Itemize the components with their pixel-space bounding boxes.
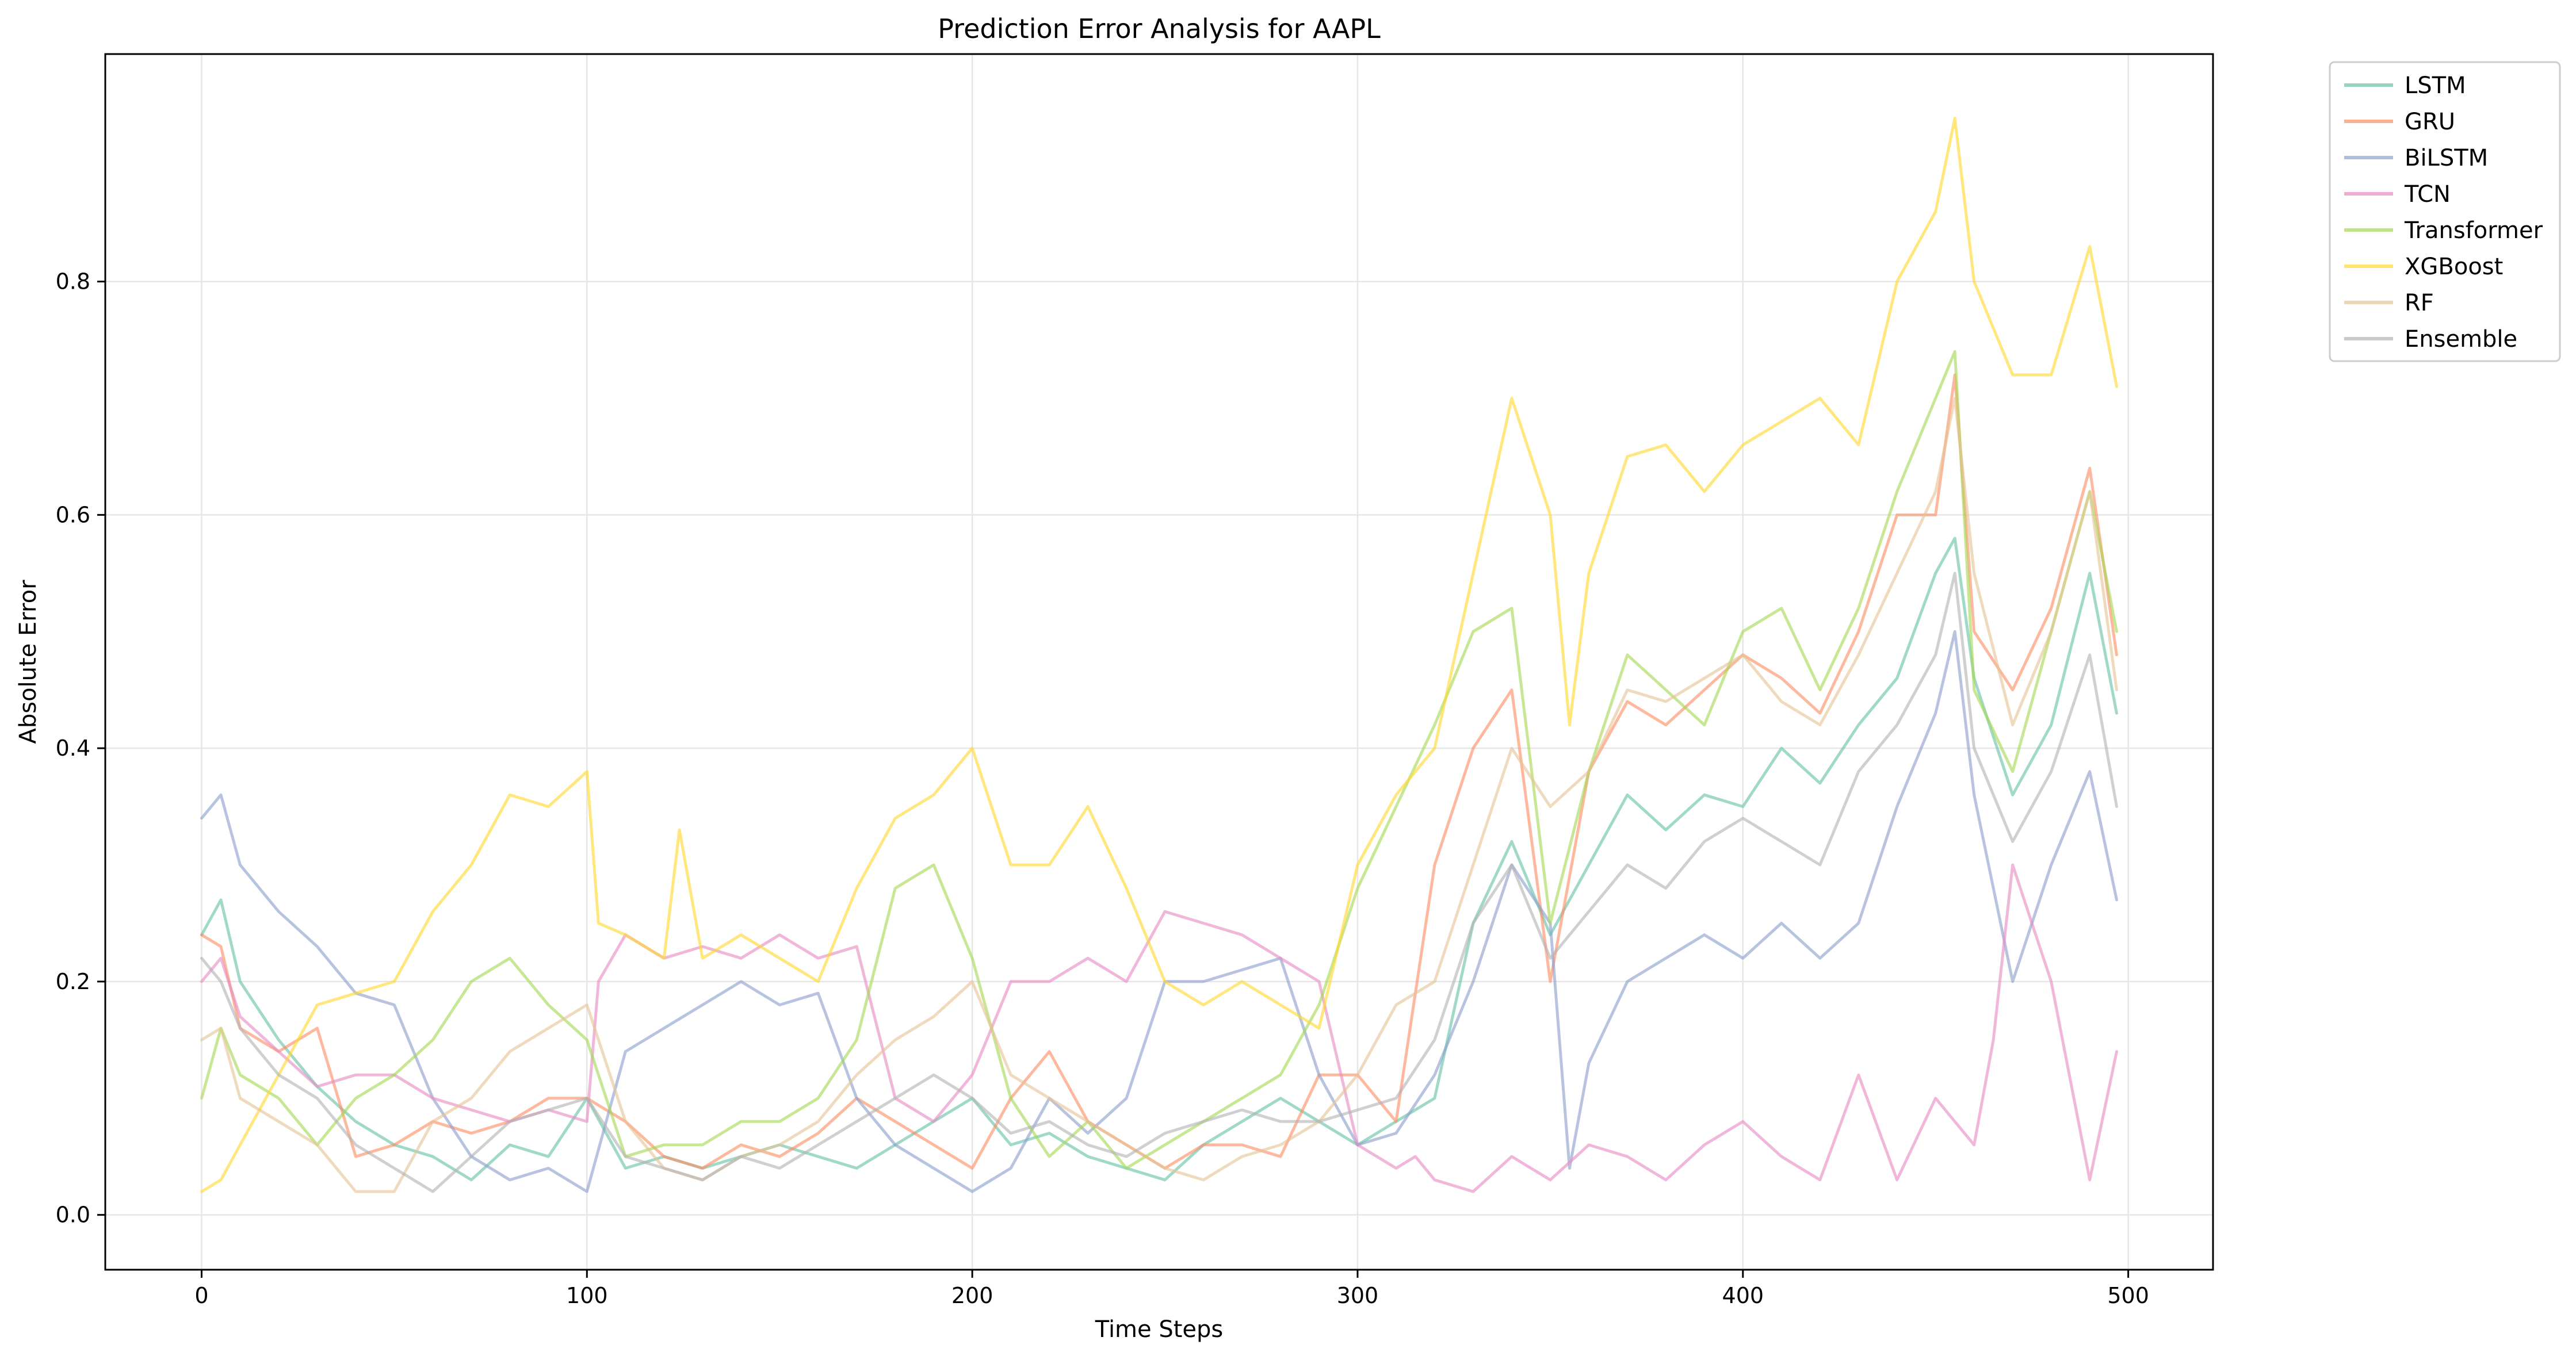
x-axis-label: Time Steps <box>1095 1316 1224 1343</box>
legend-label-lstm: LSTM <box>2405 72 2466 99</box>
legend-label-ensemble: Ensemble <box>2405 326 2517 353</box>
series-line-rf <box>200 397 2118 1193</box>
x-tick-label: 0 <box>194 1283 208 1308</box>
series-line-xgboost <box>200 117 2118 1193</box>
legend-label-transformer: Transformer <box>2404 217 2543 244</box>
legend-label-tcn: TCN <box>2404 181 2451 208</box>
axis-ticks: 0 100 200 300 400 500 0.0 0.2 0.4 0.6 0.8 <box>56 269 2149 1308</box>
x-tick-label: 500 <box>2107 1283 2149 1308</box>
chart-title: Prediction Error Analysis for AAPL <box>938 13 1381 44</box>
legend-box <box>2329 61 2561 362</box>
x-tick-label: 400 <box>1722 1283 1764 1308</box>
series-line-transformer <box>200 350 2118 1170</box>
x-tick-label: 200 <box>951 1283 993 1308</box>
legend-label-bilstm: BiLSTM <box>2405 145 2488 171</box>
y-axis-label: Absolute Error <box>15 580 41 744</box>
series-line-ensemble <box>200 572 2118 1193</box>
grid <box>105 54 2213 1270</box>
legend-label-rf: RF <box>2405 290 2434 316</box>
y-tick-label: 0.4 <box>56 735 90 761</box>
legend-label-gru: GRU <box>2405 109 2455 135</box>
x-tick-label: 300 <box>1337 1283 1379 1308</box>
y-tick-label: 0.6 <box>56 502 90 527</box>
legend-label-xgboost: XGBoost <box>2405 254 2503 280</box>
plot-frame <box>104 53 2214 1271</box>
y-tick-label: 0.8 <box>56 269 90 294</box>
y-tick-label: 0.0 <box>56 1202 90 1228</box>
series-line-lstm <box>200 537 2118 1182</box>
x-tick-label: 100 <box>566 1283 608 1308</box>
legend: LSTM GRU BiLSTM TCN Transformer XGBoost RF Ense… <box>2329 61 2561 362</box>
y-tick-label: 0.2 <box>56 969 90 994</box>
series-line-bilstm <box>200 630 2118 1193</box>
series-lines <box>200 117 2118 1193</box>
